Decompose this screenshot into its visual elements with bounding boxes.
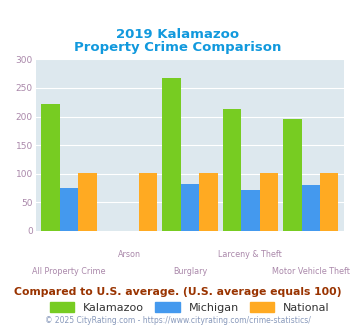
Bar — [181, 183, 199, 231]
Text: Property Crime Comparison: Property Crime Comparison — [74, 41, 281, 54]
Text: Arson: Arson — [118, 250, 141, 259]
Text: All Property Crime: All Property Crime — [32, 267, 106, 276]
Bar — [260, 173, 278, 231]
Bar — [241, 190, 260, 231]
Text: Larceny & Theft: Larceny & Theft — [218, 250, 282, 259]
Text: Compared to U.S. average. (U.S. average equals 100): Compared to U.S. average. (U.S. average … — [14, 287, 341, 297]
Bar — [320, 173, 338, 231]
Bar — [60, 188, 78, 231]
Text: Motor Vehicle Theft: Motor Vehicle Theft — [272, 267, 350, 276]
Text: Burglary: Burglary — [173, 267, 207, 276]
Bar — [223, 109, 241, 231]
Text: © 2025 CityRating.com - https://www.cityrating.com/crime-statistics/: © 2025 CityRating.com - https://www.city… — [45, 315, 310, 325]
Bar — [42, 104, 60, 231]
Legend: Kalamazoo, Michigan, National: Kalamazoo, Michigan, National — [50, 302, 330, 313]
Bar — [301, 185, 320, 231]
Text: 2019 Kalamazoo: 2019 Kalamazoo — [116, 28, 239, 41]
Bar — [78, 173, 97, 231]
Bar — [162, 78, 181, 231]
Bar — [283, 119, 301, 231]
Bar — [199, 173, 218, 231]
Bar — [139, 173, 157, 231]
